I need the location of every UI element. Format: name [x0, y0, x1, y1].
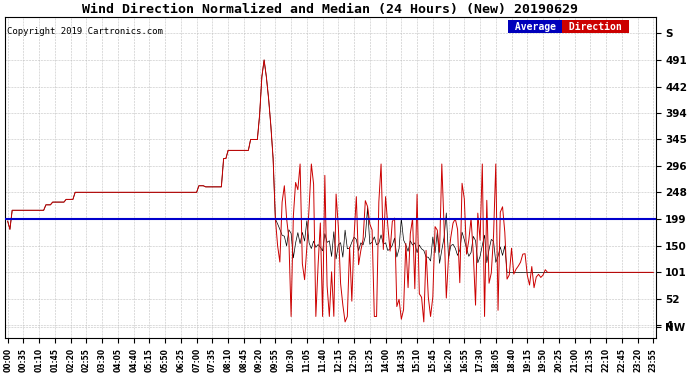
Text: Direction: Direction — [563, 22, 628, 32]
Text: Copyright 2019 Cartronics.com: Copyright 2019 Cartronics.com — [7, 27, 163, 36]
Title: Wind Direction Normalized and Median (24 Hours) (New) 20190629: Wind Direction Normalized and Median (24… — [83, 3, 578, 16]
Text: Average: Average — [509, 22, 562, 32]
